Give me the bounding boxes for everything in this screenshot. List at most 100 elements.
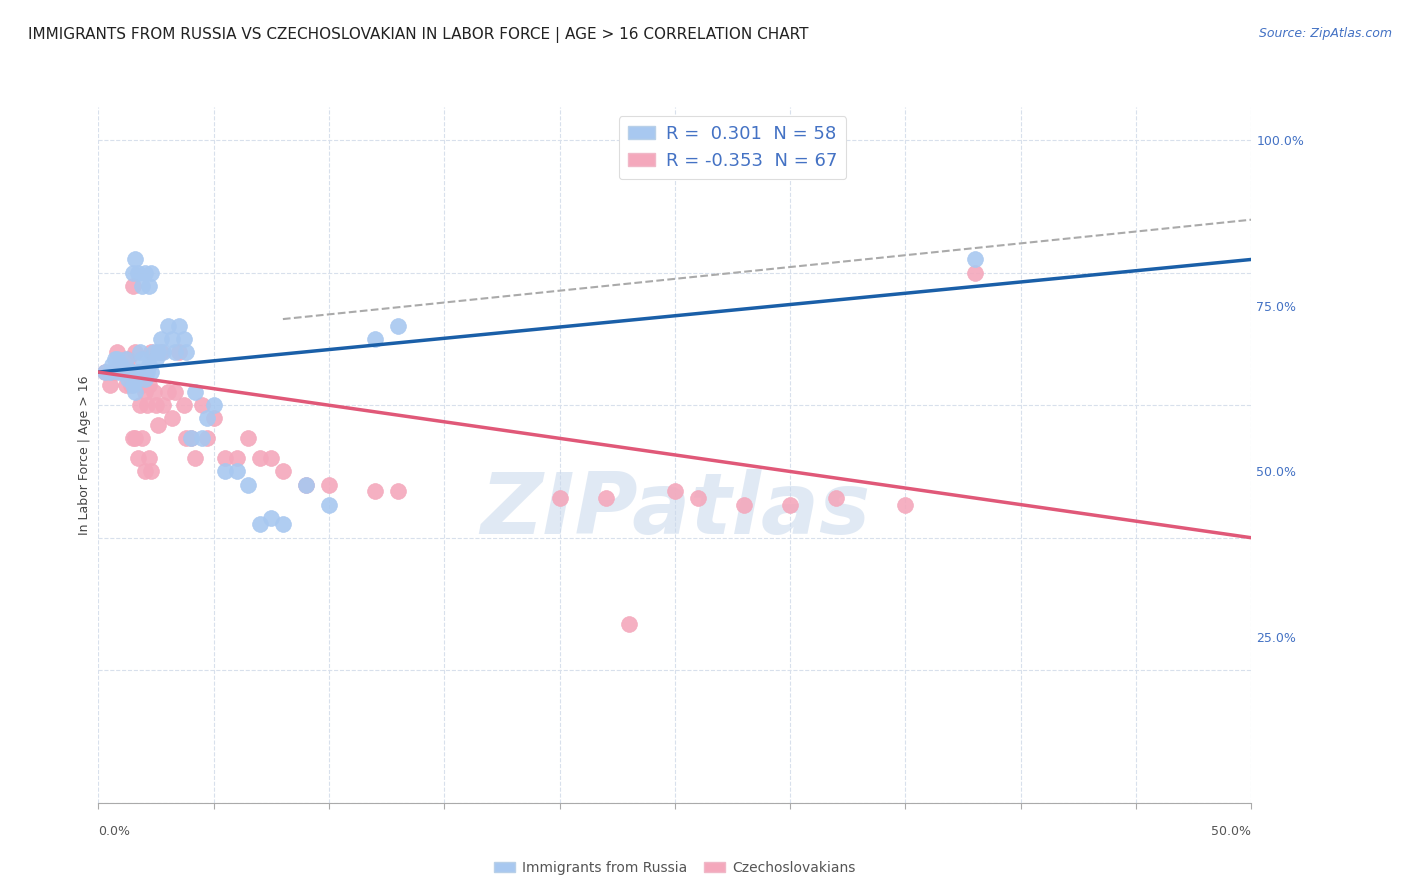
Point bbox=[142, 345, 165, 359]
Point bbox=[318, 498, 340, 512]
Point bbox=[364, 332, 387, 346]
Point bbox=[120, 365, 142, 379]
Point bbox=[295, 477, 318, 491]
Point bbox=[127, 451, 149, 466]
Point bbox=[145, 398, 167, 412]
Point bbox=[180, 431, 202, 445]
Point bbox=[156, 318, 179, 333]
Point bbox=[195, 411, 218, 425]
Point bbox=[152, 345, 174, 359]
Point bbox=[160, 332, 183, 346]
Point bbox=[779, 498, 801, 512]
Point bbox=[271, 517, 294, 532]
Point bbox=[260, 511, 283, 525]
Point bbox=[686, 491, 709, 505]
Point bbox=[129, 345, 152, 359]
Point bbox=[134, 365, 156, 379]
Point bbox=[98, 378, 121, 392]
Point bbox=[163, 384, 186, 399]
Point bbox=[225, 451, 247, 466]
Point bbox=[142, 384, 165, 399]
Text: IMMIGRANTS FROM RUSSIA VS CZECHOSLOVAKIAN IN LABOR FORCE | AGE > 16 CORRELATION : IMMIGRANTS FROM RUSSIA VS CZECHOSLOVAKIA… bbox=[28, 27, 808, 43]
Point bbox=[122, 279, 145, 293]
Point bbox=[173, 332, 195, 346]
Point bbox=[94, 365, 117, 379]
Point bbox=[249, 517, 271, 532]
Point bbox=[122, 266, 145, 280]
Point bbox=[894, 498, 917, 512]
Point bbox=[101, 359, 124, 373]
Point bbox=[117, 372, 139, 386]
Point bbox=[94, 365, 117, 379]
Point bbox=[124, 372, 146, 386]
Point bbox=[124, 372, 146, 386]
Point bbox=[127, 365, 149, 379]
Point bbox=[184, 451, 207, 466]
Text: Source: ZipAtlas.com: Source: ZipAtlas.com bbox=[1258, 27, 1392, 40]
Point bbox=[129, 398, 152, 412]
Point bbox=[138, 451, 160, 466]
Point bbox=[387, 318, 409, 333]
Point bbox=[214, 451, 236, 466]
Point bbox=[141, 365, 163, 379]
Point bbox=[152, 398, 174, 412]
Point bbox=[238, 477, 260, 491]
Point bbox=[595, 491, 617, 505]
Y-axis label: In Labor Force | Age > 16: In Labor Force | Age > 16 bbox=[79, 376, 91, 534]
Point bbox=[260, 451, 283, 466]
Point bbox=[124, 384, 146, 399]
Point bbox=[110, 359, 132, 373]
Point bbox=[318, 477, 340, 491]
Point bbox=[131, 431, 153, 445]
Point bbox=[141, 266, 163, 280]
Point bbox=[174, 431, 197, 445]
Point bbox=[131, 378, 153, 392]
Point bbox=[138, 279, 160, 293]
Point bbox=[145, 351, 167, 366]
Point bbox=[617, 616, 640, 631]
Point bbox=[117, 351, 139, 366]
Point bbox=[112, 365, 135, 379]
Point bbox=[387, 484, 409, 499]
Point bbox=[138, 359, 160, 373]
Point bbox=[103, 351, 125, 366]
Point bbox=[98, 365, 121, 379]
Legend: R =  0.301  N = 58, R = -0.353  N = 67: R = 0.301 N = 58, R = -0.353 N = 67 bbox=[619, 116, 846, 179]
Point bbox=[149, 345, 172, 359]
Point bbox=[129, 365, 152, 379]
Point bbox=[733, 498, 755, 512]
Point bbox=[167, 345, 190, 359]
Point bbox=[127, 266, 149, 280]
Point bbox=[120, 378, 142, 392]
Point bbox=[167, 318, 190, 333]
Point bbox=[184, 384, 207, 399]
Point bbox=[122, 431, 145, 445]
Legend: Immigrants from Russia, Czechoslovakians: Immigrants from Russia, Czechoslovakians bbox=[489, 855, 860, 880]
Point bbox=[163, 345, 186, 359]
Point bbox=[202, 398, 225, 412]
Point bbox=[115, 351, 138, 366]
Point bbox=[195, 431, 218, 445]
Point bbox=[134, 384, 156, 399]
Point bbox=[225, 465, 247, 479]
Point bbox=[101, 365, 124, 379]
Point bbox=[108, 359, 131, 373]
Point bbox=[135, 398, 157, 412]
Point bbox=[141, 345, 163, 359]
Point bbox=[105, 345, 128, 359]
Point bbox=[238, 431, 260, 445]
Point bbox=[122, 378, 145, 392]
Point bbox=[963, 266, 986, 280]
Point bbox=[124, 431, 146, 445]
Point bbox=[129, 365, 152, 379]
Point bbox=[174, 345, 197, 359]
Point bbox=[148, 345, 170, 359]
Point bbox=[131, 279, 153, 293]
Point bbox=[122, 365, 145, 379]
Point bbox=[295, 477, 318, 491]
Point bbox=[180, 431, 202, 445]
Point bbox=[135, 365, 157, 379]
Point bbox=[364, 484, 387, 499]
Point bbox=[103, 365, 125, 379]
Text: 0.0%: 0.0% bbox=[98, 825, 131, 838]
